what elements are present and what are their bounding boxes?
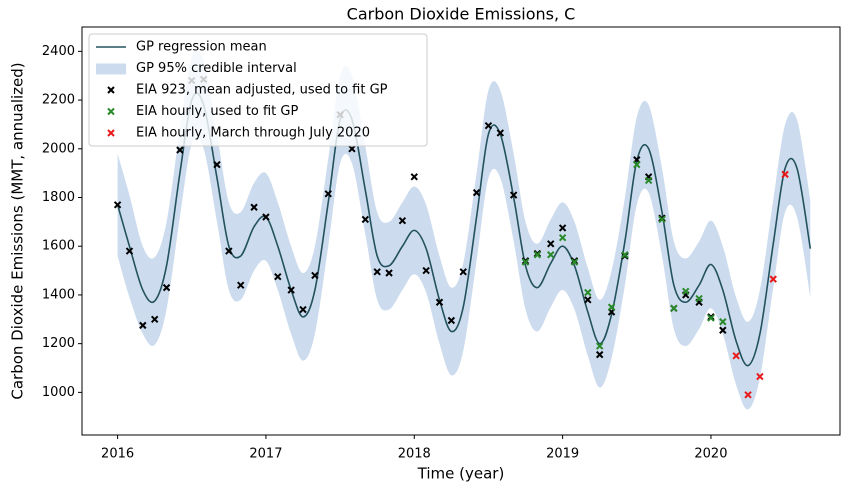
legend-label: EIA hourly, used to fit GP — [136, 104, 298, 119]
scatter-point — [707, 314, 715, 322]
legend-marker — [107, 129, 115, 137]
scatter-point — [459, 268, 467, 276]
scatter-point — [472, 188, 481, 197]
scatter-point — [311, 271, 319, 280]
y-tick-label: 1600 — [42, 239, 75, 254]
scatter-point — [547, 240, 555, 248]
scatter-point — [385, 269, 393, 277]
scatter-point — [213, 160, 221, 169]
scatter-point — [410, 173, 418, 181]
scatter-point — [113, 201, 122, 209]
legend-marker — [107, 107, 115, 116]
scatter-point — [595, 342, 604, 350]
legend-label: GP 95% credible interval — [136, 61, 297, 76]
scatter-point — [496, 129, 505, 137]
y-axis-label: Carbon Dioxide Emissions (MMT, annualize… — [9, 62, 27, 399]
legend-marker — [107, 86, 115, 94]
scatter-point — [484, 121, 493, 130]
scatter-point — [139, 321, 147, 330]
scatter-point — [274, 272, 282, 281]
scatter-point — [644, 176, 653, 185]
scatter-point — [595, 350, 604, 359]
scatter-point — [658, 215, 666, 224]
scatter-point — [682, 287, 690, 295]
scatter-point — [621, 251, 629, 259]
scatter-point — [125, 247, 134, 255]
scatter-point — [719, 326, 727, 334]
scatter-point — [547, 251, 555, 259]
x-tick-label: 2020 — [694, 447, 727, 462]
scatter-point — [287, 286, 295, 294]
y-tick-label: 2400 — [42, 44, 75, 59]
scatter-point — [607, 303, 616, 311]
y-tick-label: 2000 — [42, 141, 75, 156]
scatter-point — [509, 191, 518, 199]
x-tick-label: 2017 — [249, 447, 282, 462]
scatter-point — [558, 224, 567, 232]
scatter-point — [150, 315, 159, 324]
scatter-point — [558, 233, 567, 242]
scatter-point — [361, 215, 370, 224]
legend-patch — [96, 63, 126, 75]
legend-label: GP regression mean — [136, 40, 267, 55]
plot-frame — [81, 26, 841, 436]
scatter-point — [732, 352, 740, 360]
scatter-point — [769, 275, 777, 283]
chart-title: Carbon Dioxide Emissions, C — [347, 5, 576, 24]
scatter-point — [435, 298, 444, 306]
scatter-point — [447, 316, 456, 325]
x-axis-label: Time (year) — [417, 465, 505, 483]
x-tick-label: 2018 — [398, 447, 431, 462]
scatter-point — [176, 146, 184, 154]
scatter-point — [373, 268, 381, 276]
legend-label: EIA hourly, March through July 2020 — [136, 126, 370, 141]
y-tick-label: 1800 — [42, 190, 75, 205]
scatter-point — [521, 258, 530, 266]
scatter-point — [324, 190, 332, 198]
credible-band — [117, 49, 811, 410]
y-tick-label: 1200 — [42, 336, 75, 351]
scatter-point — [570, 258, 579, 266]
scatter-point — [781, 170, 789, 179]
scatter-point — [744, 391, 752, 399]
legend-box — [88, 33, 428, 147]
x-tick-label: 2019 — [546, 447, 579, 462]
scatter-point — [633, 160, 641, 169]
scatter-point — [262, 213, 270, 221]
scatter-point — [584, 288, 592, 297]
scatter-point — [348, 145, 356, 153]
scatter-point — [695, 294, 703, 303]
scatter-point — [162, 283, 171, 292]
scatter-point — [533, 251, 542, 259]
x-tick-label: 2016 — [101, 447, 134, 462]
scatter-point — [584, 296, 592, 304]
scatter-point — [670, 304, 678, 313]
scatter-point — [719, 318, 727, 326]
y-tick-label: 1400 — [42, 287, 75, 302]
y-tick-label: 2200 — [42, 93, 75, 108]
scatter-point — [756, 372, 764, 381]
scatter-point — [225, 247, 233, 255]
scatter-point — [237, 281, 245, 289]
legend-label: EIA 923, mean adjusted, used to fit GP — [136, 83, 388, 98]
scatter-point — [422, 266, 430, 275]
scatter-point — [398, 216, 407, 225]
scatter-point — [250, 203, 258, 211]
scatter-point — [299, 305, 307, 314]
y-tick-label: 1000 — [42, 385, 75, 400]
